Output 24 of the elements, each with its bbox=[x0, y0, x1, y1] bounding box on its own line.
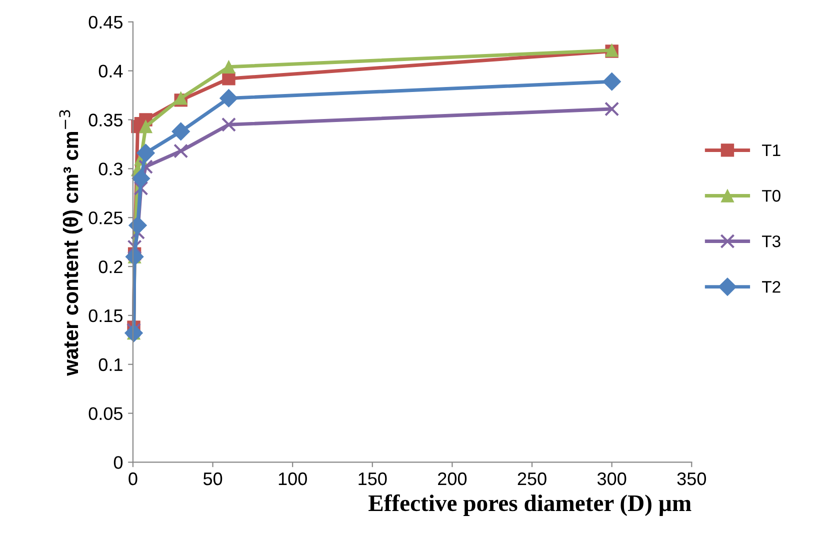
y-tick-label: 0.05 bbox=[88, 407, 122, 420]
y-tick-label: 0.35 bbox=[88, 114, 122, 126]
y-tick-label: 0 bbox=[114, 456, 123, 469]
x-tick-label: 100 bbox=[278, 472, 307, 486]
y-tick-label: 0.25 bbox=[88, 212, 122, 224]
y-tick-label: 0.4 bbox=[98, 64, 123, 78]
legend-label: T2 bbox=[762, 281, 780, 293]
y-tick-label: 0.45 bbox=[88, 16, 122, 29]
y-tick-label: 0.2 bbox=[98, 260, 122, 274]
x-tick-label: 300 bbox=[597, 472, 626, 486]
x-tick-label: 350 bbox=[677, 472, 706, 486]
x-tick-label: 200 bbox=[438, 472, 467, 486]
x-tick-label: 150 bbox=[358, 472, 387, 486]
y-tick-label: 0.3 bbox=[98, 162, 122, 176]
legend-label: T0 bbox=[762, 190, 780, 202]
y-axis-title: water content (θ) cm³ cm$^{−3}$ bbox=[59, 110, 82, 376]
x-tick-label: 250 bbox=[518, 472, 546, 486]
legend-label: T3 bbox=[762, 235, 780, 248]
legend-label: T1 bbox=[762, 144, 780, 156]
x-axis-title: Effective pores diameter (D) µm bbox=[368, 494, 692, 516]
y-tick-label: 0.1 bbox=[98, 358, 122, 372]
x-tick-label: 0 bbox=[128, 472, 138, 486]
y-tick-label: 0.15 bbox=[88, 309, 122, 322]
x-tick-label: 50 bbox=[203, 472, 222, 486]
